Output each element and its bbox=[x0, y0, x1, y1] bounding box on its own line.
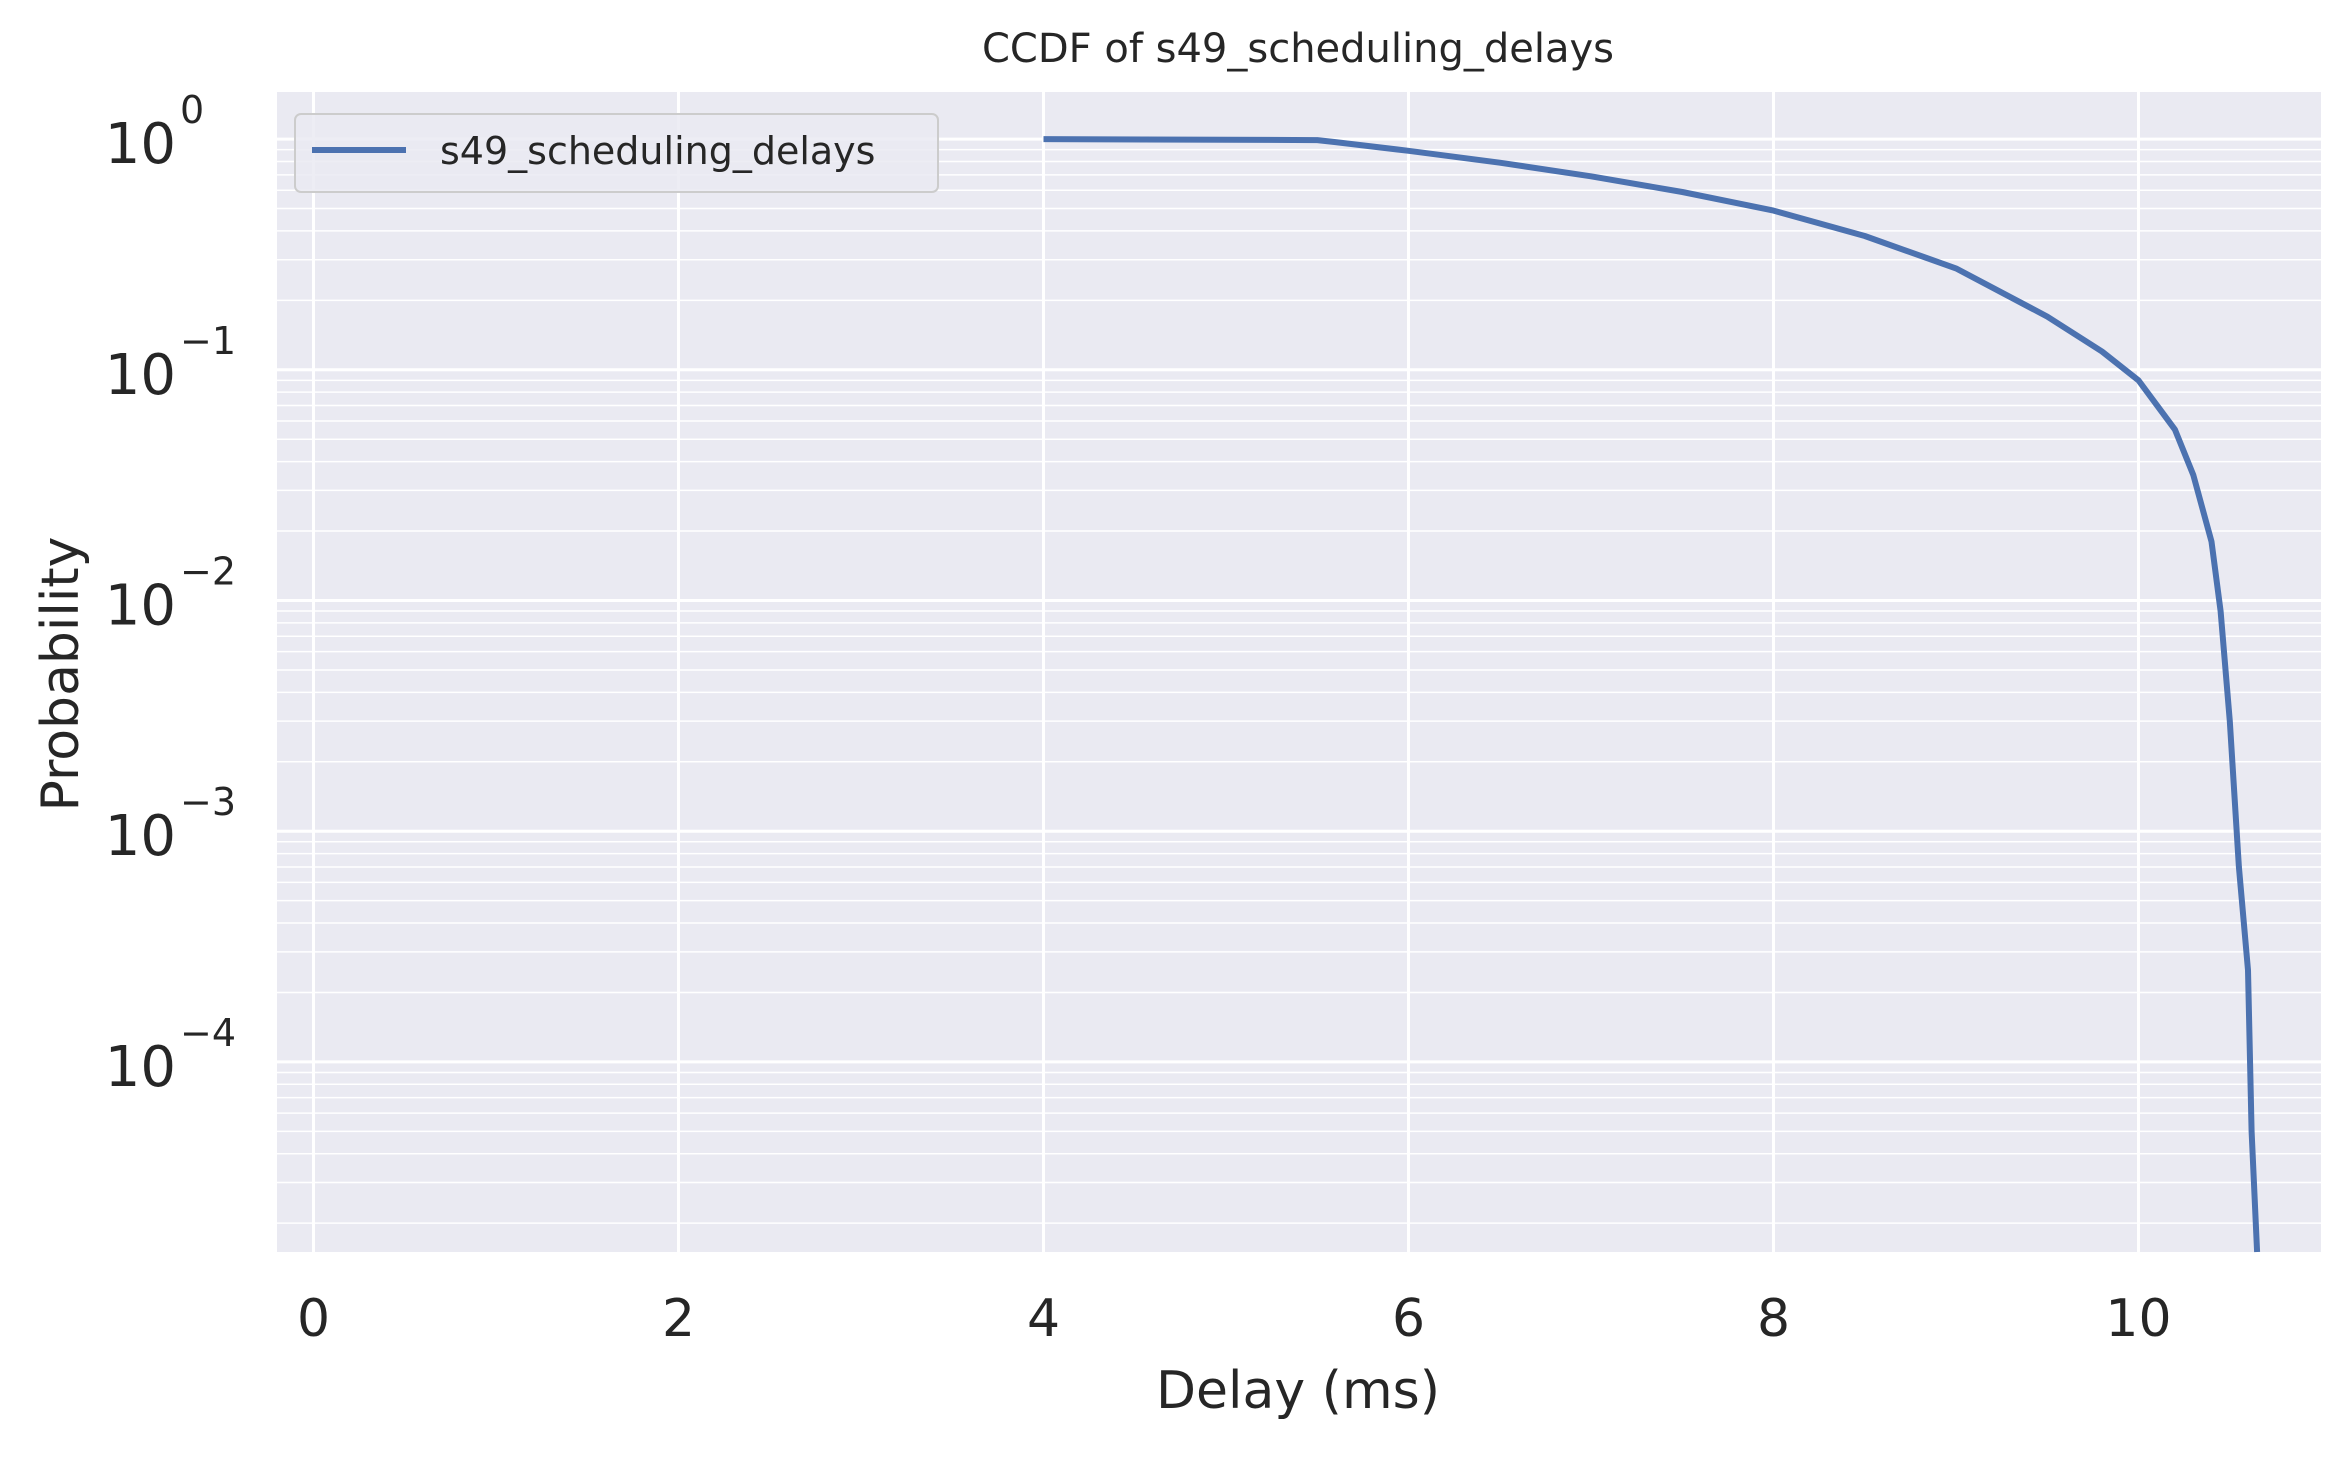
x-tick-label: 10 bbox=[2105, 1289, 2171, 1349]
y-tick-base: 10 bbox=[105, 574, 176, 639]
y-tick-base: 10 bbox=[105, 1035, 176, 1100]
series-line-s49_scheduling_delays bbox=[1043, 136, 2261, 1253]
x-axis-label: Delay (ms) bbox=[1156, 1361, 1440, 1421]
y-tick-label: 10−2 bbox=[105, 550, 236, 639]
y-tick-exponent: −2 bbox=[180, 550, 236, 594]
plot-background bbox=[277, 92, 2321, 1252]
y-axis-label: Probability bbox=[31, 537, 91, 812]
y-tick-base: 10 bbox=[105, 343, 176, 408]
y-tick-base: 10 bbox=[105, 112, 176, 177]
legend-entry-label: s49_scheduling_delays bbox=[440, 129, 875, 173]
y-tick-exponent: 0 bbox=[180, 88, 204, 132]
y-tick-label: 100 bbox=[105, 88, 204, 177]
x-tick-label: 4 bbox=[1027, 1289, 1060, 1349]
x-tick-labels: 0 2 4 6 8 10 bbox=[297, 1289, 2172, 1349]
y-tick-label: 10−4 bbox=[105, 1011, 236, 1100]
x-tick-label: 8 bbox=[1757, 1289, 1790, 1349]
chart-title: CCDF of s49_scheduling_delays bbox=[982, 26, 1614, 72]
y-tick-label: 10−3 bbox=[105, 780, 236, 869]
y-tick-exponent: −4 bbox=[180, 1011, 236, 1055]
y-tick-base: 10 bbox=[105, 804, 176, 869]
y-tick-exponent: −1 bbox=[180, 319, 236, 363]
grid-lines bbox=[277, 92, 2321, 1252]
series-layer bbox=[1043, 136, 2261, 1253]
legend: s49_scheduling_delays bbox=[294, 113, 939, 193]
x-tick-label: 6 bbox=[1392, 1289, 1425, 1349]
y-tick-label: 10−1 bbox=[105, 319, 236, 408]
legend-box bbox=[294, 113, 939, 193]
x-tick-label: 2 bbox=[662, 1289, 695, 1349]
x-tick-label: 0 bbox=[297, 1289, 330, 1349]
y-tick-exponent: −3 bbox=[180, 780, 236, 824]
